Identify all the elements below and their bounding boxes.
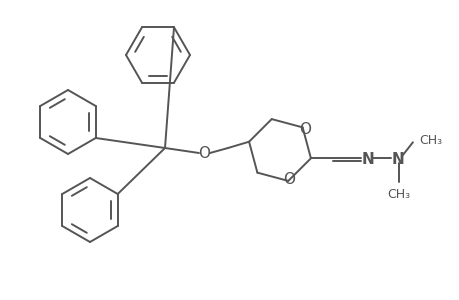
Text: O: O [298, 122, 310, 137]
Text: N: N [391, 152, 403, 167]
Text: CH₃: CH₃ [386, 188, 409, 201]
Text: CH₃: CH₃ [418, 134, 441, 147]
Text: O: O [197, 146, 210, 160]
Text: O: O [283, 172, 295, 188]
Text: N: N [361, 152, 374, 167]
